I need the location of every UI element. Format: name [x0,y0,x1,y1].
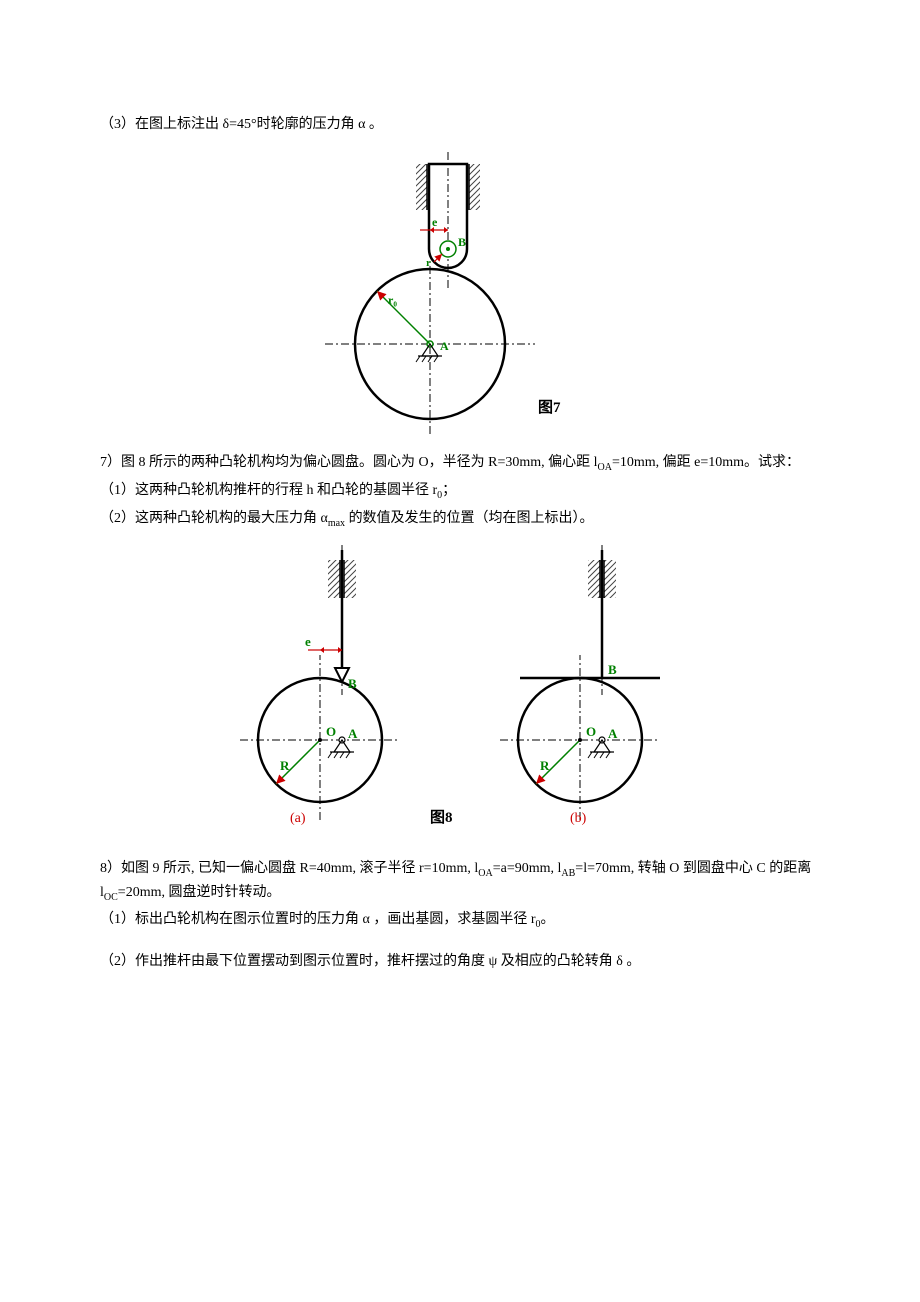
q8-sub1-b: 。 [541,912,555,927]
fig7-label-B: B [458,235,466,249]
q8-sub1: （1）标出凸轮机构在图示位置时的压力角 α ，画出基圆，求基圆半径 r0。 [100,909,820,933]
figure-8: R O A B [100,540,820,840]
fig8b-label-O: O [586,724,596,739]
fig8-sublabel-b: (b) [570,811,587,826]
q7-sub2-a: （2）这两种凸轮机构的最大压力角 α [100,511,328,526]
q7-sub1-a: （1）这两种凸轮机构推杆的行程 h 和凸轮的基圆半径 r [100,483,437,498]
q8-intro: 8）如图 9 所示, 已知一偏心圆盘 R=40mm, 滚子半径 r=10mm, … [100,858,820,906]
fig8b-label-B: B [608,662,617,677]
q8-sub1-a: （1）标出凸轮机构在图示位置时的压力角 α ，画出基圆，求基圆半径 r [100,912,536,927]
fig8a-label-B: B [348,676,357,691]
q8-intro-sub1: OA [478,868,492,879]
q7-sub1: （1）这两种凸轮机构推杆的行程 h 和凸轮的基圆半径 r0； [100,480,820,504]
q7-sub2-sub: max [328,518,345,529]
fig8-caption: 图8 [430,809,453,826]
figure-7: A r₀ B r e [100,144,820,434]
q7-sub1-b: ； [442,483,456,498]
q8-intro-b: =a=90mm, l [493,861,562,876]
q7-intro-a: 7）图 8 所示的两种凸轮机构均为偏心圆盘。圆心为 O，半径为 R=30mm, … [100,455,598,470]
fig8a-label-O: O [326,724,336,739]
fig7-label-r: r [426,257,431,269]
fig8b-label-R: R [540,758,550,773]
q7-intro-b: =10mm, 偏距 e=10mm。试求： [612,455,800,470]
fig7-label-r0: r₀ [388,293,397,307]
q8-intro-sub3: OC [104,891,118,902]
fig7-label-e: e [432,215,438,229]
q6-sub3: （3）在图上标注出 δ=45°时轮廓的压力角 α 。 [100,114,820,136]
fig8a-label-R: R [280,758,290,773]
fig8b-label-A: A [608,726,618,741]
q7-sub2-b: 的数值及发生的位置（均在图上标出）。 [345,511,594,526]
q8-intro-d: =20mm, 圆盘逆时针转动。 [118,885,281,900]
q8-intro-sub2: AB [561,868,575,879]
fig7-label-A: A [440,339,449,353]
q7-sub2: （2）这两种凸轮机构的最大压力角 αmax 的数值及发生的位置（均在图上标出）。 [100,508,820,532]
q7-intro-sub: OA [598,462,612,473]
q8-sub2: （2）作出推杆由最下位置摆动到图示位置时，推杆摆过的角度 ψ 及相应的凸轮转角 … [100,951,820,973]
fig8-sublabel-a: (a) [290,811,306,826]
fig8a-label-A: A [348,726,358,741]
fig8a-label-e: e [305,634,311,649]
q7-intro-line1: 7）图 8 所示的两种凸轮机构均为偏心圆盘。圆心为 O，半径为 R=30mm, … [100,452,820,476]
fig7-caption: 图7 [538,399,561,416]
q8-intro-a: 8）如图 9 所示, 已知一偏心圆盘 R=40mm, 滚子半径 r=10mm, … [100,861,478,876]
